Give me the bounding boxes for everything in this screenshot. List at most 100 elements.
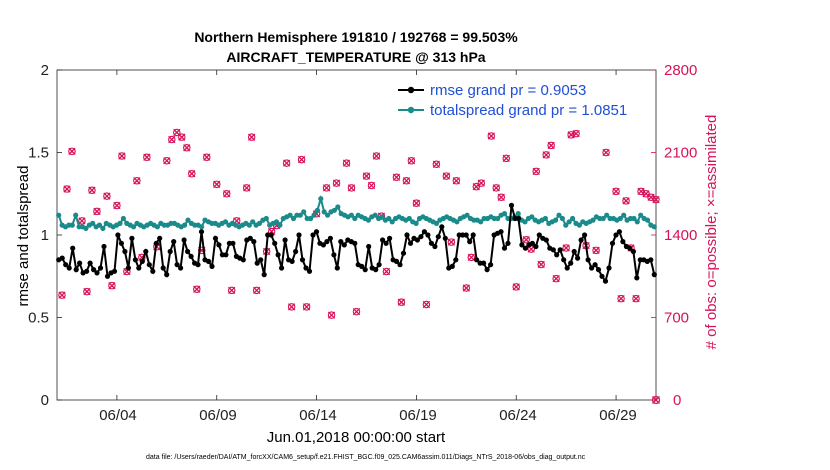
y-right-tick-label: 1400 xyxy=(664,227,697,244)
rmse-point xyxy=(373,267,379,273)
obs-possible-marker xyxy=(642,190,650,198)
obs-assimilated-marker xyxy=(113,201,121,210)
totalspread-point xyxy=(314,207,320,213)
obs-possible-marker xyxy=(68,147,76,156)
obs-assimilated-marker xyxy=(322,184,331,192)
rmse-point xyxy=(435,234,441,240)
x-tick-label: 06/24 xyxy=(499,407,537,424)
totalspread-point xyxy=(117,220,123,226)
totalspread-point xyxy=(372,212,378,218)
rmse-point xyxy=(613,232,619,238)
rmse-point xyxy=(602,278,609,284)
obs-assimilated-marker xyxy=(452,177,460,185)
rmse-point xyxy=(143,248,149,255)
totalspread-point xyxy=(406,215,412,222)
rmse-point xyxy=(97,265,104,271)
rmse-point xyxy=(181,237,187,243)
rmse-point xyxy=(174,262,180,268)
rmse-point xyxy=(397,262,403,268)
obs-assimilated-marker xyxy=(253,286,261,295)
rmse-point xyxy=(289,258,295,264)
obs-assimilated-marker xyxy=(108,282,116,290)
rmse-point xyxy=(453,257,459,263)
obs-possible-marker xyxy=(467,253,476,262)
x-tick-label: 06/29 xyxy=(599,407,637,424)
y-left-tick-label: 0.5 xyxy=(28,310,49,327)
obs-assimilated-marker xyxy=(422,300,431,309)
rmse-point xyxy=(634,275,640,281)
rmse-point xyxy=(387,235,393,241)
rmse-point xyxy=(575,255,581,261)
rmse-point xyxy=(442,235,448,241)
rmse-point xyxy=(185,248,191,255)
obs-assimilated-marker xyxy=(248,133,256,141)
rmse-point xyxy=(557,247,563,253)
totalspread-point xyxy=(290,215,297,222)
obs-possible-marker xyxy=(163,157,171,165)
obs-assimilated-marker xyxy=(522,236,530,244)
totalspread-point xyxy=(301,209,307,215)
totalspread-point xyxy=(256,220,263,226)
totalspread-point xyxy=(631,215,637,222)
totalspread-point xyxy=(529,214,535,220)
obs-assimilated-marker xyxy=(93,207,101,216)
totalspread-point xyxy=(556,212,562,218)
rmse-point xyxy=(418,234,424,240)
obs-possible-marker xyxy=(492,184,501,192)
y-left-tick-label: 1.5 xyxy=(28,145,49,162)
y-left-tick-label: 2 xyxy=(41,62,49,79)
obs-possible-marker xyxy=(252,286,261,295)
totalspread-point xyxy=(90,220,96,226)
rmse-point xyxy=(153,240,159,246)
totalspread-point xyxy=(617,215,623,222)
obs-possible-marker xyxy=(542,151,550,159)
totalspread-point xyxy=(433,220,440,226)
totalspread-point xyxy=(325,212,331,218)
rmse-point xyxy=(334,265,340,271)
obs-possible-marker xyxy=(168,135,176,144)
obs-assimilated-marker xyxy=(302,303,311,311)
rmse-point xyxy=(501,245,508,251)
obs-assimilated-marker xyxy=(402,177,411,185)
totalspread-point xyxy=(651,224,657,230)
obs-assimilated-marker xyxy=(327,311,336,319)
rmse-point xyxy=(63,262,69,268)
rmse-point xyxy=(324,239,330,245)
totalspread-point xyxy=(273,219,280,225)
rmse-point xyxy=(533,243,539,250)
obs-assimilated-marker xyxy=(532,167,540,176)
totalspread-point xyxy=(478,219,484,225)
obs-possible-marker xyxy=(532,167,540,176)
obs-possible-marker xyxy=(382,267,391,276)
rmse-point xyxy=(150,268,156,274)
totalspread-point xyxy=(576,222,583,228)
rmse-point xyxy=(648,257,654,263)
rmse-point xyxy=(122,248,128,255)
obs-assimilated-marker xyxy=(492,184,500,192)
totalspread-point xyxy=(566,219,572,225)
totalspread-point xyxy=(185,217,191,223)
rmse-point xyxy=(91,267,97,273)
obs-possible-marker xyxy=(572,129,580,138)
chart-title-line1: Northern Hemisphere 191810 / 192768 = 99… xyxy=(194,29,518,45)
rmse-point xyxy=(164,272,170,278)
rmse-point xyxy=(160,265,166,271)
obs-possible-marker xyxy=(477,179,486,187)
rmse-point xyxy=(606,265,612,271)
obs-possible-marker xyxy=(407,157,416,165)
obs-assimilated-marker xyxy=(382,267,391,276)
rmse-point xyxy=(299,257,306,263)
rmse-point xyxy=(240,257,246,263)
obs-assimilated-marker xyxy=(228,286,236,295)
totalspread-point xyxy=(100,225,106,231)
totalspread-point xyxy=(634,219,640,225)
x-tick-label: 06/09 xyxy=(199,407,237,424)
obs-possible-marker xyxy=(547,141,555,150)
rmse-point xyxy=(421,229,427,235)
rmse-point xyxy=(359,263,365,269)
totalspread-point xyxy=(644,217,651,223)
rmse-point xyxy=(282,237,288,243)
obs-assimilated-marker xyxy=(367,181,376,190)
rmse-point xyxy=(59,255,65,261)
obs-possible-marker xyxy=(447,238,456,246)
